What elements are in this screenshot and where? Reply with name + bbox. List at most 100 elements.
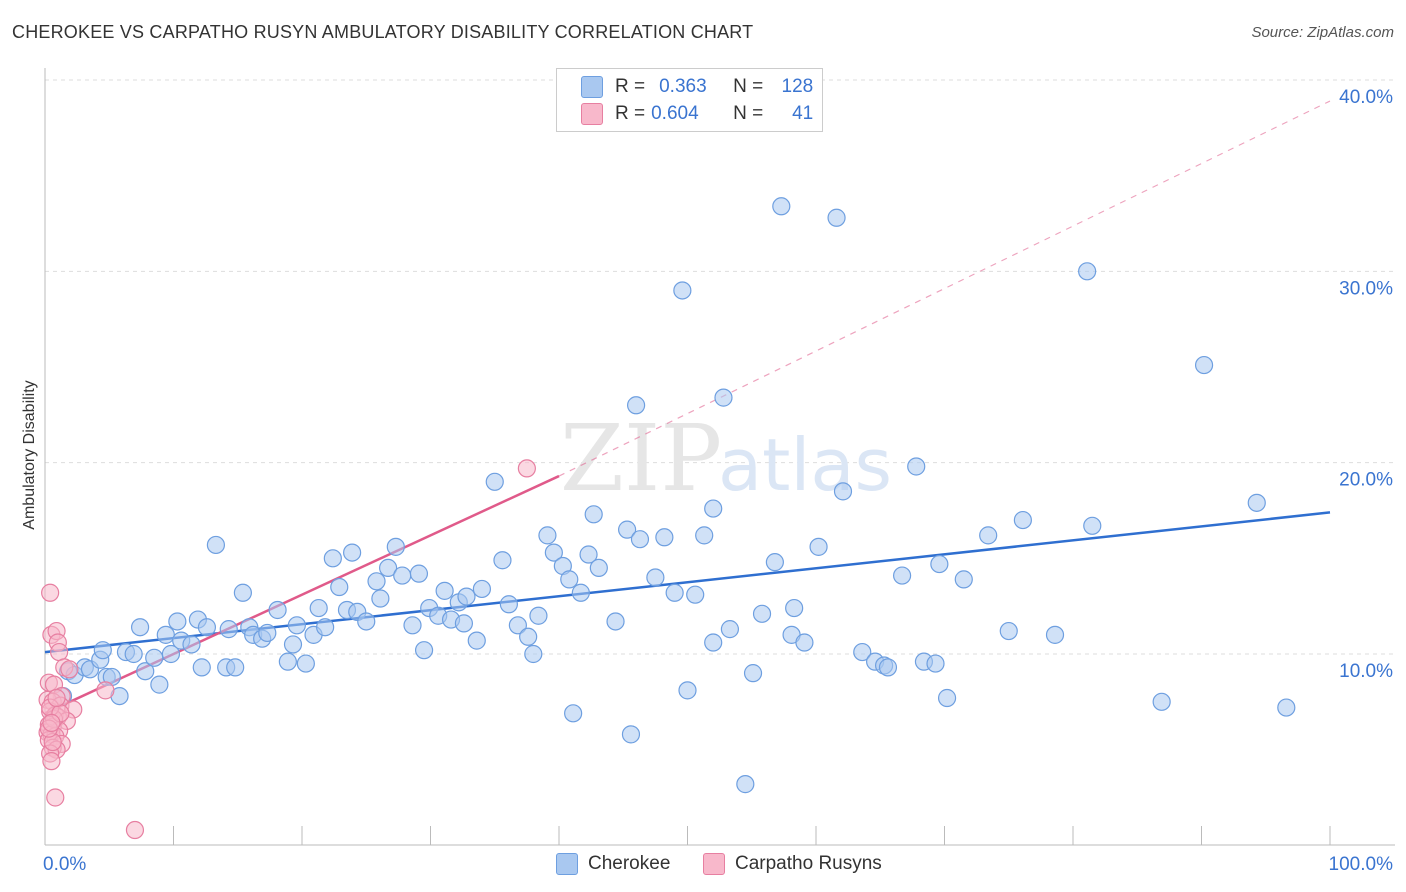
point-cherokee	[386, 537, 405, 556]
point-cherokee	[268, 600, 287, 620]
point-cherokee	[330, 577, 349, 597]
point-cherokee	[926, 654, 945, 673]
point-cherokee	[853, 642, 872, 662]
x-tick-label: 0.0%	[43, 854, 86, 875]
point-cherokee	[378, 558, 398, 578]
bottom-legend-label-cherokee: Cherokee	[588, 853, 671, 874]
legend-n-label: N =	[733, 103, 764, 124]
point-cherokee	[621, 725, 641, 744]
legend-n-label: N =	[733, 76, 764, 97]
point-cherokee	[485, 472, 504, 491]
point-cherokee	[409, 564, 429, 583]
point-cherokee	[538, 526, 557, 545]
point-cherokee	[618, 520, 637, 539]
point-cherokee	[472, 579, 491, 599]
point-cherokee	[833, 482, 853, 501]
point-cherokee	[626, 396, 646, 415]
point-cherokee	[954, 570, 973, 589]
legend-r-label: R =	[615, 103, 646, 124]
point-cherokee	[150, 675, 169, 694]
legend-r-label: R =	[615, 76, 646, 97]
legend-row-cherokee: R = 0.363 N = 128	[581, 74, 813, 100]
watermark: ZIP atlas	[560, 405, 892, 512]
point-cherokee	[316, 618, 335, 637]
bottom-swatch-carpatho	[703, 853, 725, 875]
y-tick-label: 30.0%	[1339, 278, 1393, 299]
point-cherokee	[720, 620, 740, 639]
point-cherokee	[278, 652, 297, 671]
point-cherokee	[435, 581, 454, 600]
trend-line-carpatho	[44, 474, 560, 715]
point-cherokee	[457, 587, 476, 606]
point-cherokee	[161, 644, 181, 664]
point-cherokee	[785, 598, 804, 618]
point-cherokee	[467, 631, 486, 650]
point-cherokee	[1045, 625, 1065, 644]
point-cherokee	[560, 570, 579, 589]
y-tick-label: 40.0%	[1339, 87, 1393, 108]
point-cherokee	[878, 658, 898, 677]
point-cherokee	[197, 618, 217, 637]
watermark-atlas: atlas	[718, 423, 892, 507]
point-carpatho	[46, 788, 65, 807]
watermark-zip: ZIP	[560, 405, 722, 512]
point-cherokee	[630, 530, 650, 549]
point-cherokee	[743, 664, 763, 683]
point-carpatho	[42, 752, 61, 771]
y-tick-label: 10.0%	[1339, 661, 1393, 682]
point-cherokee	[999, 621, 1018, 641]
point-cherokee	[655, 528, 674, 547]
point-cherokee	[454, 614, 474, 633]
legend-swatch-cherokee	[581, 76, 603, 98]
point-cherokee	[1277, 698, 1296, 717]
point-cherokee	[233, 583, 252, 602]
legend-row-carpatho: R = 0.604 N = 41	[581, 101, 813, 127]
tick-labels: 10.0% 20.0% 30.0% 40.0% 0.0% 100.0%	[43, 87, 1393, 875]
point-cherokee	[168, 612, 187, 631]
point-cherokee	[1083, 516, 1102, 535]
point-cherokee	[226, 658, 245, 677]
data-points	[38, 197, 1296, 840]
point-cherokee	[309, 598, 328, 618]
point-cherokee	[371, 589, 390, 608]
point-cherokee	[192, 658, 211, 677]
point-cherokee	[393, 566, 412, 585]
point-carpatho	[42, 713, 61, 732]
x-tick-label: 100.0%	[1329, 854, 1394, 875]
point-cherokee	[499, 595, 518, 614]
point-cherokee	[752, 604, 772, 623]
point-cherokee	[544, 543, 563, 562]
point-cherokee	[606, 612, 625, 631]
point-cherokee	[124, 644, 143, 664]
point-cherokee	[827, 208, 846, 227]
point-cherokee	[736, 775, 755, 794]
point-cherokee	[403, 616, 422, 635]
point-cherokee	[673, 281, 692, 300]
point-carpatho	[517, 459, 536, 478]
point-cherokee	[584, 505, 603, 524]
point-cherokee	[283, 635, 303, 654]
point-cherokee	[678, 681, 697, 700]
point-cherokee	[704, 633, 723, 652]
bottom-legend-carpatho: Carpatho Rusyns	[703, 852, 882, 876]
point-cherokee	[1194, 355, 1214, 375]
point-carpatho	[50, 642, 69, 662]
point-carpatho	[47, 688, 66, 708]
point-cherokee	[1247, 493, 1266, 512]
point-cherokee	[979, 526, 998, 545]
point-cherokee	[809, 537, 828, 556]
y-axis-label: Ambulatory Disability	[21, 380, 38, 530]
legend-n-value: 128	[781, 76, 814, 97]
point-cherokee	[579, 545, 598, 564]
point-cherokee	[564, 704, 583, 723]
point-cherokee	[136, 662, 155, 681]
point-cherokee	[524, 644, 543, 664]
point-carpatho	[60, 660, 79, 679]
point-cherokee	[493, 551, 512, 570]
point-carpatho	[96, 681, 115, 700]
point-cherokee	[93, 641, 112, 660]
point-cherokee	[343, 543, 362, 562]
point-cherokee	[219, 620, 238, 639]
bottom-swatch-cherokee	[556, 853, 578, 875]
